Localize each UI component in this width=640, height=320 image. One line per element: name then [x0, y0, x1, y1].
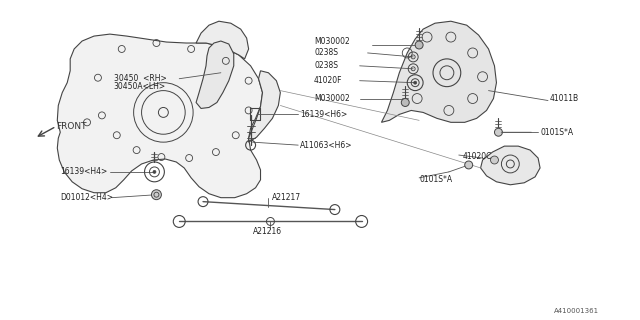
Polygon shape: [196, 21, 248, 59]
Text: A11063<H6>: A11063<H6>: [300, 140, 353, 150]
Text: 30450A<LH>: 30450A<LH>: [114, 82, 166, 91]
Text: M030002: M030002: [314, 94, 350, 103]
Circle shape: [465, 161, 473, 169]
Circle shape: [401, 99, 409, 107]
Text: 0238S: 0238S: [314, 61, 338, 70]
Circle shape: [495, 128, 502, 136]
Circle shape: [153, 171, 156, 173]
Text: A410001361: A410001361: [554, 308, 599, 314]
Text: 16139<H6>: 16139<H6>: [300, 110, 348, 119]
Text: 0101S*A: 0101S*A: [419, 175, 452, 184]
Polygon shape: [196, 41, 234, 108]
Polygon shape: [248, 71, 280, 142]
Polygon shape: [481, 146, 540, 185]
Text: D01012<H4>: D01012<H4>: [60, 193, 113, 202]
Text: 41020F: 41020F: [314, 76, 342, 85]
Text: M030002: M030002: [314, 36, 350, 45]
Text: 0101S*A: 0101S*A: [540, 128, 573, 137]
Text: 16139<H4>: 16139<H4>: [60, 167, 108, 176]
Circle shape: [413, 81, 417, 84]
Polygon shape: [381, 21, 497, 122]
Text: 30450  <RH>: 30450 <RH>: [114, 74, 166, 83]
Text: A21216: A21216: [253, 227, 282, 236]
Circle shape: [152, 190, 161, 200]
Circle shape: [490, 156, 499, 164]
Text: 0238S: 0238S: [314, 48, 338, 57]
Circle shape: [415, 41, 423, 49]
Text: 41020C: 41020C: [463, 152, 492, 161]
Text: A21217: A21217: [273, 193, 301, 202]
Polygon shape: [58, 34, 262, 198]
Text: FRONT: FRONT: [56, 122, 87, 131]
Text: 41011B: 41011B: [550, 94, 579, 103]
